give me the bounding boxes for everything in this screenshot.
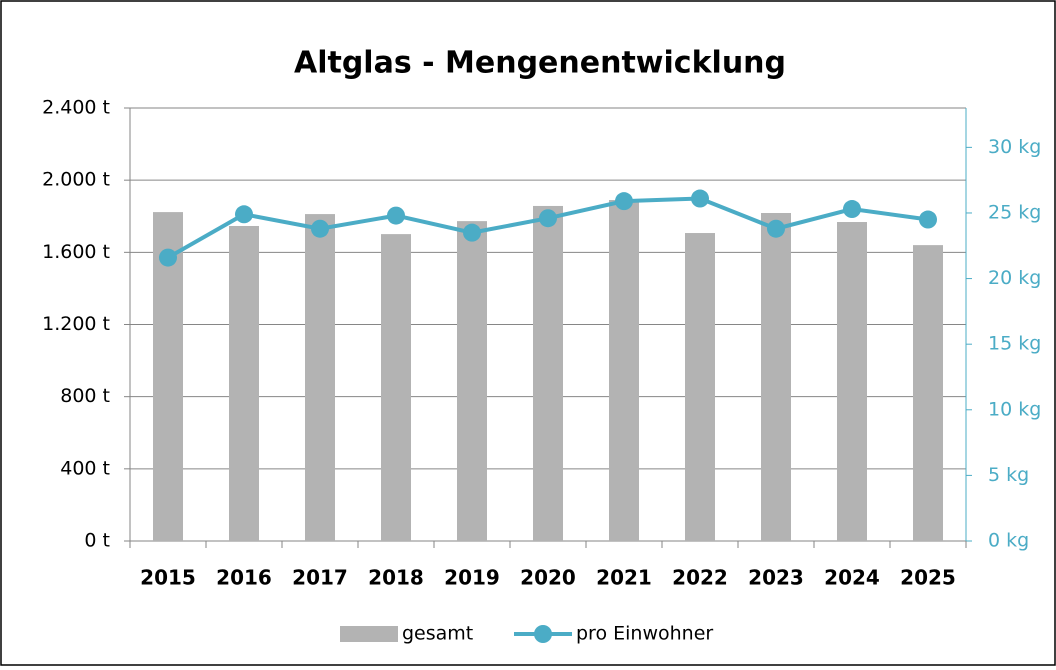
- x-tick-label: 2024: [824, 566, 880, 590]
- marker: [539, 209, 557, 228]
- bar: [609, 200, 639, 541]
- marker: [159, 248, 177, 267]
- x-tick-label: 2023: [748, 566, 804, 590]
- bar: [761, 213, 791, 541]
- bar: [381, 234, 411, 541]
- legend-label: gesamt: [402, 623, 473, 645]
- legend-label: pro Einwohner: [576, 623, 713, 645]
- y-tick-label: 0 t: [84, 530, 110, 552]
- y2-tick-label: 5 kg: [988, 464, 1029, 486]
- y2-tick-label: 25 kg: [988, 201, 1041, 223]
- bar: [685, 233, 715, 541]
- marker: [311, 219, 329, 238]
- x-tick-label: 2021: [596, 566, 652, 590]
- x-tick-label: 2017: [292, 566, 348, 590]
- x-tick-label: 2015: [140, 566, 196, 590]
- y-tick-label: 2.400 t: [42, 97, 110, 119]
- bar: [457, 221, 487, 541]
- x-tick-label: 2018: [368, 566, 424, 590]
- y2-tick-label: 0 kg: [988, 530, 1029, 552]
- x-tick-label: 2025: [900, 566, 956, 590]
- y-tick-label: 1.200 t: [42, 313, 110, 335]
- marker: [615, 192, 633, 211]
- legend-swatch: [534, 625, 552, 643]
- y2-tick-label: 10 kg: [988, 398, 1041, 420]
- marker: [387, 206, 405, 225]
- marker: [463, 223, 481, 242]
- chart-title: Altglas - Mengenentwicklung: [294, 46, 786, 81]
- marker: [691, 189, 709, 208]
- y2-tick-label: 15 kg: [988, 333, 1041, 355]
- marker: [843, 200, 861, 219]
- bar: [305, 214, 335, 541]
- legend-swatch: [340, 626, 398, 642]
- marker: [235, 205, 253, 224]
- bar: [837, 222, 867, 542]
- y-tick-label: 2.000 t: [42, 169, 110, 191]
- y2-tick-label: 20 kg: [988, 267, 1041, 289]
- bar: [913, 245, 943, 541]
- y2-tick-label: 30 kg: [988, 136, 1041, 158]
- y-tick-label: 400 t: [60, 457, 110, 479]
- marker: [919, 210, 937, 229]
- bar: [533, 205, 563, 541]
- x-tick-label: 2022: [672, 566, 728, 590]
- x-tick-label: 2020: [520, 566, 576, 590]
- y-tick-label: 1.600 t: [42, 241, 110, 263]
- marker: [767, 219, 785, 238]
- x-tick-label: 2019: [444, 566, 500, 590]
- x-tick-label: 2016: [216, 566, 272, 590]
- bar: [229, 225, 259, 541]
- bar: [153, 212, 183, 542]
- y-tick-label: 800 t: [60, 385, 110, 407]
